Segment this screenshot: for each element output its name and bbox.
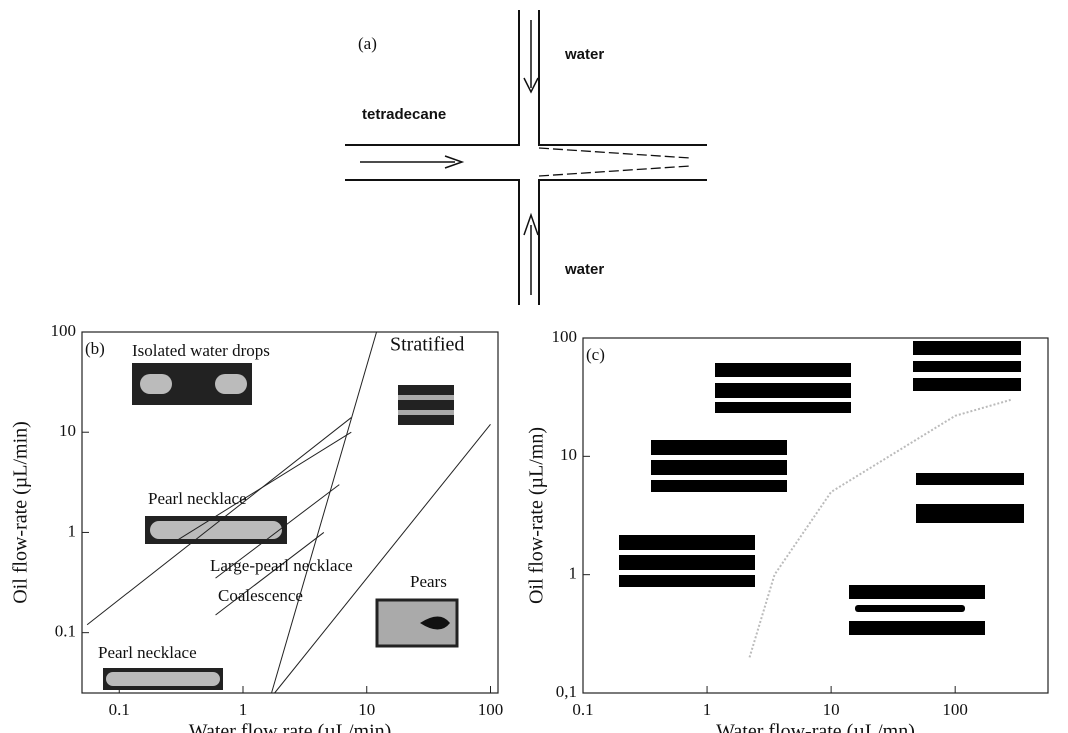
inset-image [916,485,1024,504]
arrow [360,155,465,169]
annotation: Pearl necklace [98,643,197,662]
y-tick-label: 0.1 [55,622,76,641]
inset-image [150,521,282,539]
inset-image [715,377,851,383]
x-tick-label: 100 [942,700,968,719]
interface [538,147,691,177]
boundary-line [178,431,352,540]
boundary-line [215,484,340,579]
diagram: (a) water tetradecane water [345,10,707,305]
x-tick-label: 0.1 [109,700,130,719]
inset-image [651,440,787,492]
y-tick-label: 10 [560,445,577,464]
y-tick-label: 10 [59,421,76,440]
boundary-line [86,417,352,626]
channel-walls [345,10,707,305]
inset-image [215,374,247,394]
y-tick-label: 100 [51,321,77,340]
annotation: Stratified [390,334,464,356]
y-axis-label: Oil flow-rate (µL/mn) [526,427,548,604]
inlet-label: water [564,46,604,63]
x-tick-label: 10 [358,700,375,719]
y-tick-label: 1 [569,564,578,583]
inset-image [398,410,454,415]
inlet-label: tetradecane [362,106,446,123]
boundary-line [215,532,325,616]
inset-image [715,398,851,402]
inset-image [106,672,220,686]
inset-image [398,385,454,425]
inset-image [398,395,454,400]
annotation: Pearl necklace [148,489,247,508]
inset-image [855,605,965,612]
y-axis-label: Oil flow-rate (µL/min) [10,421,32,604]
inset-image [619,570,755,575]
x-axis-label: Water flow-rate (µL/mn) [716,721,915,733]
arrow [523,212,539,295]
y-tick-label: 1 [68,521,77,540]
annotation: Pears [410,572,447,591]
boundary-line [748,398,1011,658]
inset-image [140,374,172,394]
annotation: Large-pearl necklace [210,556,353,575]
x-tick-label: 1 [703,700,712,719]
inset-image [619,535,755,587]
arrow [523,20,539,94]
inset-image [380,616,450,630]
inset-image [715,363,851,413]
y-tick-label: 100 [552,327,578,346]
insets-b [103,363,459,690]
inset-image [619,550,755,555]
panel-label: (a) [358,34,377,53]
insets-c [619,341,1024,635]
plot-frame [81,331,499,694]
panel-label: (b) [85,339,105,358]
inlet-label: water [564,261,604,278]
x-axis-label: Water flow rate (µL/min) [189,721,392,733]
x-tick-label: 100 [478,700,504,719]
x-tick-label: 0.1 [572,700,593,719]
annotation: Isolated water drops [132,341,270,360]
boundary-line [274,423,491,694]
x-tick-label: 10 [823,700,840,719]
x-tick-label: 1 [239,700,248,719]
inset-image [913,341,1021,391]
boundary-line [271,331,378,694]
inset-image [651,455,787,460]
annotation: Coalescence [218,586,303,605]
inset-image [913,372,1021,378]
plot-frame [582,337,1049,694]
inset-image [651,475,787,480]
panel-label: (c) [586,345,605,364]
y-tick-label: 0,1 [556,682,577,701]
inset-image [913,355,1021,361]
